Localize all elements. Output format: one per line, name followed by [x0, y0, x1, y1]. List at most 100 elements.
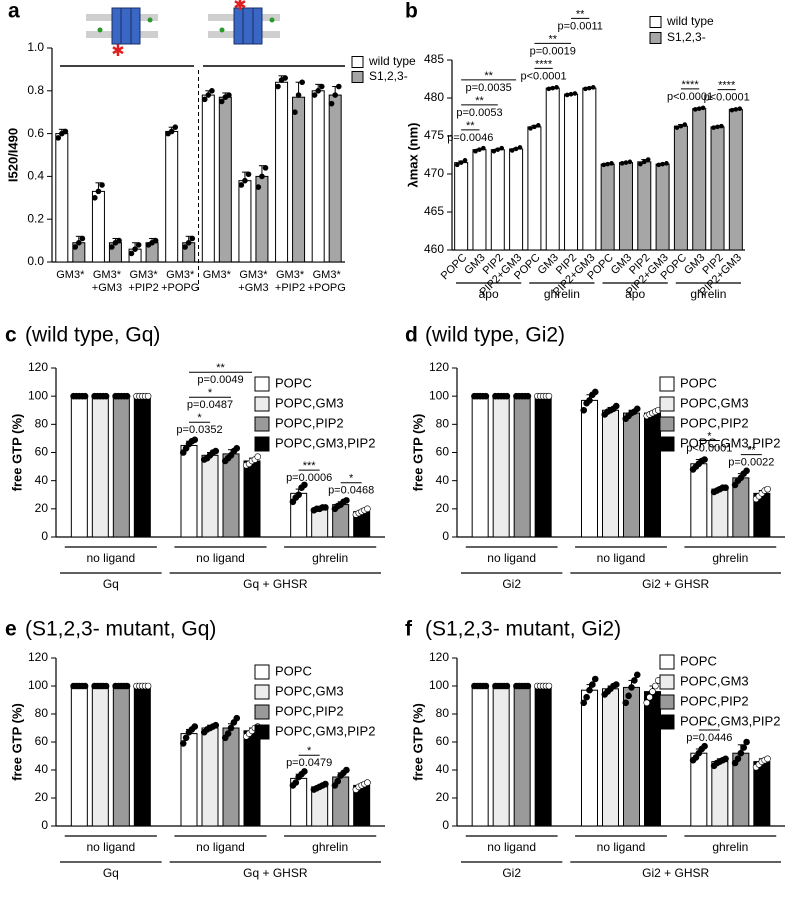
data-point [628, 684, 635, 691]
legend-swatch [659, 376, 675, 392]
p-value: p=0.0479 [286, 757, 332, 769]
bar [180, 733, 198, 827]
x-tick-label: no ligand [86, 840, 135, 854]
data-point [693, 107, 698, 112]
data-point [123, 392, 131, 400]
significance-stars: ** [475, 95, 484, 107]
y-tick-label: 80 [35, 417, 49, 431]
data-point [262, 165, 269, 171]
bar [91, 685, 109, 827]
data-point [764, 755, 771, 763]
data-point [152, 237, 159, 244]
x-tick-label: GM3* [166, 269, 195, 281]
data-point [282, 75, 288, 81]
legend-swatch [351, 56, 364, 68]
legend-label: POPC,GM3 [275, 683, 344, 698]
data-point [528, 126, 533, 131]
y-tick-label: 480 [424, 90, 444, 104]
legend-label: POPC,GM3,PIP2 [680, 713, 780, 728]
data-point [458, 160, 464, 165]
legend-label: S1,2,3- [667, 30, 706, 44]
x-tick-label: +PIP2 [128, 282, 158, 294]
data-point [623, 160, 629, 165]
legend-swatch [659, 416, 675, 432]
bar [55, 133, 69, 263]
data-point [79, 235, 86, 242]
bar [180, 444, 198, 538]
data-point [311, 92, 318, 98]
bar [623, 686, 640, 827]
membrane-icon: ✱ [86, 7, 158, 60]
x-tick-label: +GM3 [92, 282, 122, 294]
bar [201, 727, 219, 827]
data-point [259, 173, 265, 180]
data-point [700, 105, 706, 111]
y-tick-label: 100 [429, 388, 449, 402]
data-point [589, 681, 596, 688]
bar [513, 395, 531, 538]
data-point [322, 504, 329, 511]
p-value: p=0.0022 [728, 457, 774, 469]
y-tick-label: 0.8 [27, 83, 44, 97]
p-value: p=0.0468 [328, 485, 374, 497]
data-point [583, 86, 588, 92]
data-point [95, 188, 102, 195]
data-point [322, 780, 329, 788]
bar [582, 87, 597, 251]
data-point [116, 237, 122, 244]
bar [471, 395, 489, 538]
legend-label: wild type [666, 14, 714, 28]
data-point [295, 92, 302, 98]
panel-letter: c [5, 324, 17, 347]
data-point [205, 92, 212, 98]
bar [492, 685, 510, 827]
data-point [622, 699, 630, 707]
data-point [674, 125, 680, 130]
data-point [619, 161, 625, 166]
bar [218, 96, 232, 263]
y-tick-label: 60 [35, 445, 49, 459]
bar [165, 130, 179, 263]
data-point [292, 109, 298, 115]
data-point [301, 768, 308, 775]
x-tick-label: +GM3 [238, 282, 268, 294]
legend-swatch [659, 694, 675, 710]
legend-label: wild type [368, 54, 416, 68]
data-point [318, 83, 325, 90]
data-point [454, 162, 460, 168]
data-point [491, 148, 497, 154]
data-point [332, 92, 338, 98]
bar [644, 691, 661, 827]
data-point [743, 467, 750, 475]
significance-stars: ** [548, 33, 557, 45]
y-tick-label: 20 [436, 501, 450, 515]
data-point [656, 162, 661, 168]
data-point [696, 106, 702, 111]
legend-swatch [351, 71, 364, 83]
data-point [334, 777, 342, 785]
data-point [638, 161, 643, 167]
bar [545, 87, 560, 251]
panel-title: (wild type, Gi2) [425, 324, 565, 347]
membrane-icon: ✱ [208, 0, 280, 45]
data-point [737, 749, 745, 757]
x-tick-label: ghrelin [312, 840, 348, 854]
x-tick-label: +POPG [161, 282, 199, 294]
significance-stars: *** [303, 460, 317, 472]
significance-stars: * [707, 430, 712, 442]
data-point [182, 734, 190, 742]
data-point [601, 162, 607, 168]
legend-swatch [659, 674, 675, 690]
legend-label: POPC,GM3,PIP2 [680, 435, 780, 450]
data-point [631, 677, 638, 684]
group-label: apo [625, 287, 645, 301]
data-point [701, 456, 708, 463]
legend-label: POPC,GM3,PIP2 [275, 723, 375, 738]
data-point [81, 392, 89, 400]
significance-stars: **** [682, 79, 700, 91]
data-point [499, 145, 504, 151]
data-point [580, 699, 588, 707]
legend-swatch [254, 416, 270, 432]
p-value: p<0.0001 [520, 70, 566, 82]
bar [222, 727, 240, 827]
